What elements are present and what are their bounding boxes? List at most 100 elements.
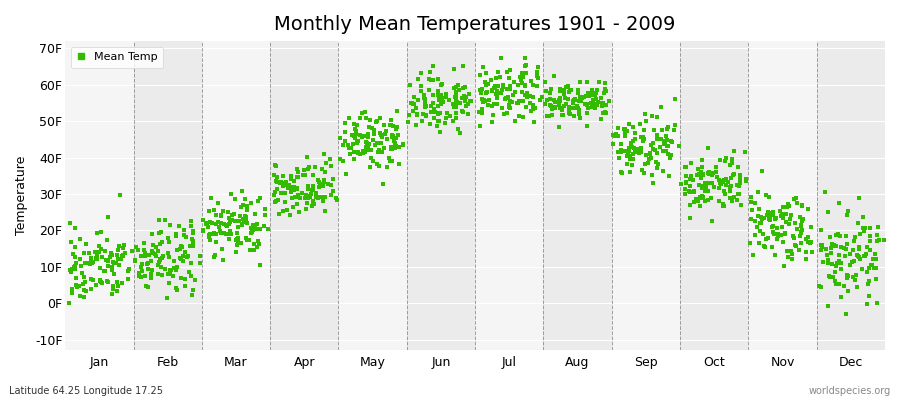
Point bbox=[448, 83, 463, 90]
Point bbox=[155, 272, 169, 278]
Point bbox=[571, 105, 585, 111]
Point bbox=[243, 246, 257, 253]
Point bbox=[253, 225, 267, 232]
Point bbox=[723, 184, 737, 190]
Point bbox=[518, 81, 532, 88]
Point bbox=[851, 244, 866, 250]
Point bbox=[514, 77, 528, 83]
Point bbox=[828, 269, 842, 275]
Point bbox=[461, 101, 475, 107]
Point bbox=[154, 264, 168, 270]
Point bbox=[283, 212, 297, 218]
Point bbox=[63, 266, 77, 273]
Point bbox=[380, 164, 394, 171]
Point bbox=[500, 110, 514, 116]
Point bbox=[342, 115, 356, 121]
Point bbox=[638, 161, 652, 167]
Point bbox=[266, 192, 281, 198]
Point bbox=[491, 83, 506, 90]
Point bbox=[144, 257, 158, 264]
Point bbox=[451, 82, 465, 88]
Point bbox=[793, 240, 807, 246]
Point bbox=[824, 261, 839, 267]
Point bbox=[401, 119, 416, 126]
Point bbox=[617, 130, 632, 136]
Point bbox=[775, 211, 789, 217]
Point bbox=[748, 200, 762, 206]
Point bbox=[305, 172, 320, 178]
Point bbox=[678, 164, 692, 170]
Point bbox=[93, 278, 107, 284]
Point bbox=[591, 99, 606, 105]
Point bbox=[687, 199, 701, 205]
Point bbox=[617, 125, 632, 132]
Point bbox=[235, 221, 249, 228]
Point bbox=[224, 231, 238, 238]
Point bbox=[221, 208, 236, 215]
Point bbox=[661, 143, 675, 149]
Point bbox=[793, 214, 807, 220]
Point bbox=[578, 101, 592, 107]
Text: worldspecies.org: worldspecies.org bbox=[809, 386, 891, 396]
Point bbox=[475, 86, 490, 93]
Point bbox=[196, 228, 211, 234]
Point bbox=[572, 107, 586, 113]
Point bbox=[72, 283, 86, 289]
Point bbox=[93, 242, 107, 249]
Point bbox=[275, 180, 290, 186]
Point bbox=[634, 148, 648, 155]
Point bbox=[630, 148, 644, 154]
Point bbox=[598, 110, 613, 116]
Point bbox=[372, 149, 386, 155]
Point bbox=[284, 172, 298, 179]
Point bbox=[648, 159, 662, 165]
Point bbox=[709, 173, 724, 180]
Point bbox=[422, 68, 436, 75]
Point bbox=[144, 267, 158, 273]
Point bbox=[269, 178, 284, 185]
Point bbox=[589, 95, 603, 102]
Point bbox=[221, 220, 236, 227]
Point bbox=[229, 196, 243, 202]
Point bbox=[494, 90, 508, 96]
Point bbox=[103, 254, 117, 261]
Point bbox=[656, 147, 670, 154]
Point bbox=[176, 244, 190, 251]
Point bbox=[67, 250, 81, 257]
Point bbox=[700, 188, 715, 194]
Point bbox=[172, 222, 186, 229]
Point bbox=[546, 96, 561, 103]
Point bbox=[796, 216, 810, 222]
Point bbox=[396, 142, 410, 148]
Point bbox=[825, 240, 840, 247]
Point bbox=[456, 109, 471, 116]
Point bbox=[528, 105, 543, 111]
Point bbox=[315, 194, 329, 200]
Point bbox=[472, 122, 487, 129]
Point bbox=[244, 200, 258, 206]
Point bbox=[160, 295, 175, 301]
Point bbox=[370, 140, 384, 146]
Point bbox=[338, 120, 353, 126]
Point bbox=[356, 133, 371, 139]
Point bbox=[79, 240, 94, 247]
Point bbox=[701, 145, 716, 151]
Point bbox=[164, 266, 178, 273]
Point bbox=[104, 250, 118, 256]
Point bbox=[656, 168, 670, 174]
Point bbox=[370, 118, 384, 124]
Point bbox=[140, 266, 155, 272]
Point bbox=[185, 230, 200, 236]
Point bbox=[698, 184, 713, 190]
Point bbox=[580, 123, 594, 129]
Point bbox=[637, 126, 652, 133]
Point bbox=[156, 253, 170, 260]
Point bbox=[219, 231, 233, 237]
Point bbox=[762, 194, 777, 200]
Point bbox=[499, 96, 513, 102]
Point bbox=[765, 224, 779, 230]
Point bbox=[324, 191, 338, 198]
Point bbox=[501, 94, 516, 100]
Point bbox=[823, 234, 837, 240]
Point bbox=[140, 284, 155, 290]
